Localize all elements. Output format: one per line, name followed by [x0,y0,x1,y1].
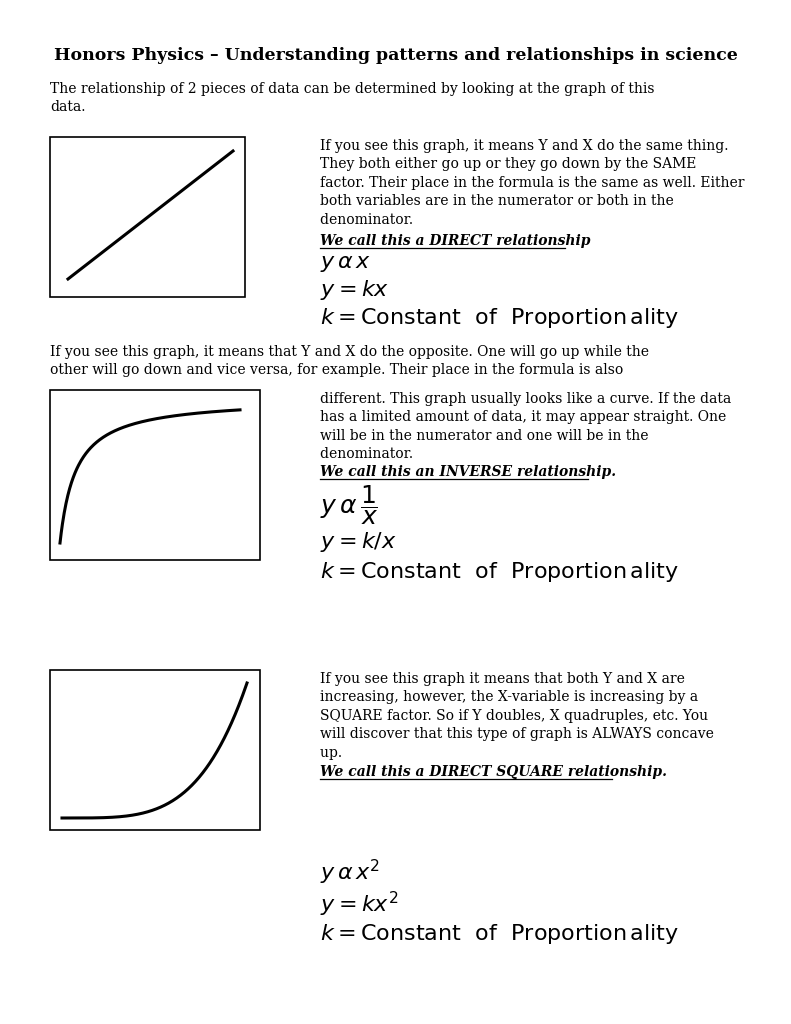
Text: $y = kx^2$: $y = kx^2$ [320,890,399,920]
Text: $y \, \alpha \, \dfrac{1}{x}$: $y \, \alpha \, \dfrac{1}{x}$ [320,483,378,526]
Text: $k = \mathrm{Constant\ \ of\ \ Proportion\,ality}$: $k = \mathrm{Constant\ \ of\ \ Proportio… [320,922,679,946]
Text: If you see this graph, it means that Y and X do the opposite. One will go up whi: If you see this graph, it means that Y a… [50,345,649,378]
Bar [50,670,260,830]
Text: $y = k/x$: $y = k/x$ [320,530,397,554]
Text: $k = \mathrm{Constant\ \ of\ \ Proportion\,ality}$: $k = \mathrm{Constant\ \ of\ \ Proportio… [320,306,679,330]
Text: We call this a DIRECT SQUARE relationship.: We call this a DIRECT SQUARE relationshi… [320,765,667,779]
Text: We call this a DIRECT relationship: We call this a DIRECT relationship [320,234,591,248]
Text: $y \, \alpha \, x$: $y \, \alpha \, x$ [320,252,371,274]
Text: If you see this graph it means that both Y and X are
increasing, however, the X-: If you see this graph it means that both… [320,672,713,760]
Text: Honors Physics – Understanding patterns and relationships in science: Honors Physics – Understanding patterns … [54,46,737,63]
Text: We call this an INVERSE relationship.: We call this an INVERSE relationship. [320,465,616,479]
Text: $y = kx$: $y = kx$ [320,278,389,302]
Text: The relationship of 2 pieces of data can be determined by looking at the graph o: The relationship of 2 pieces of data can… [50,82,654,115]
Text: $k = \mathrm{Constant\ \ of\ \ Proportion\,ality}$: $k = \mathrm{Constant\ \ of\ \ Proportio… [320,560,679,584]
Text: If you see this graph, it means Y and X do the same thing.
They both either go u: If you see this graph, it means Y and X … [320,139,744,226]
Text: different. This graph usually looks like a curve. If the data
has a limited amou: different. This graph usually looks like… [320,392,731,461]
Bar [50,137,245,297]
Text: $y \, \alpha \, x^2$: $y \, \alpha \, x^2$ [320,858,380,887]
Bar [50,390,260,560]
